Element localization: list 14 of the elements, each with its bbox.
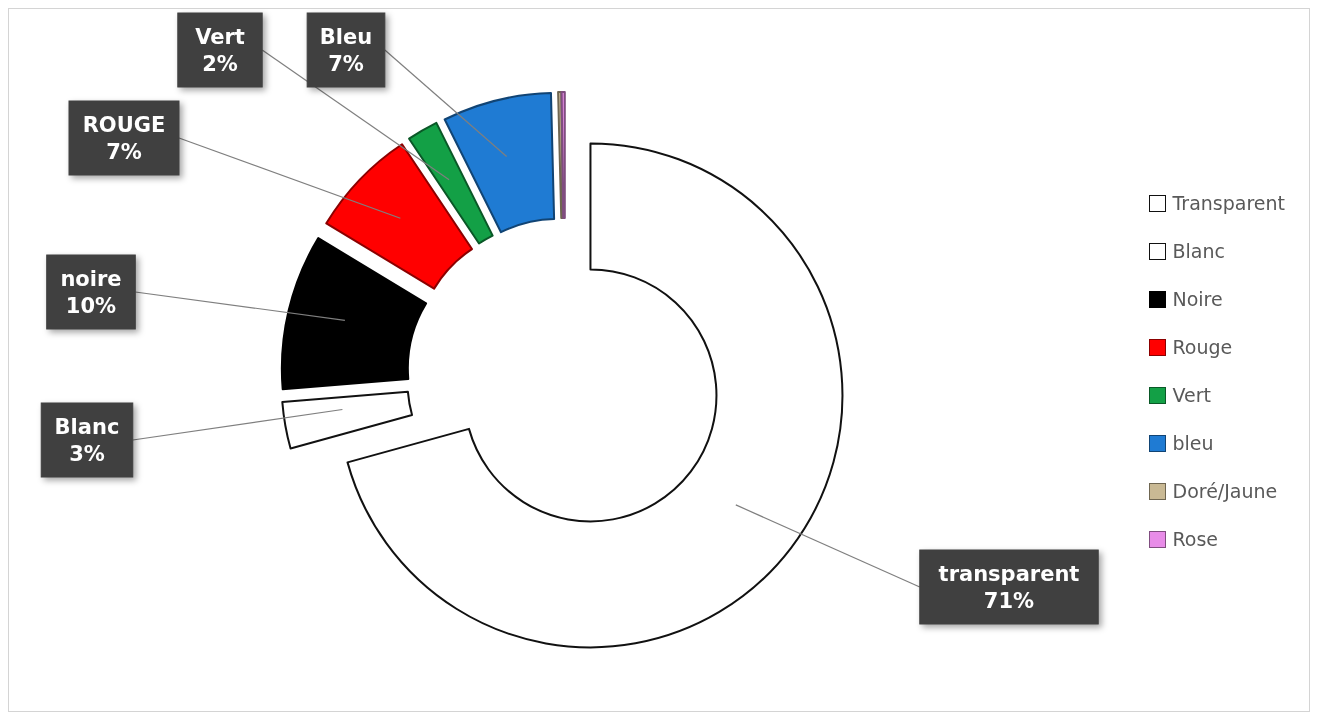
legend-label: Blanc — [1172, 240, 1225, 262]
legend-label: Transparent — [1172, 192, 1285, 214]
legend-label: Doré/Jaune — [1172, 480, 1278, 502]
legend-label: Vert — [1172, 384, 1211, 406]
legend-label: Rose — [1172, 528, 1219, 550]
legend-label: bleu — [1172, 432, 1214, 454]
data-label: transparent 71% — [938, 561, 1080, 613]
legend-label: Rouge — [1172, 336, 1233, 358]
data-label: Vert 2% — [195, 24, 245, 76]
data-label: Bleu 7% — [319, 24, 373, 76]
legend-label: Noire — [1172, 288, 1223, 310]
data-label: noire 10% — [60, 266, 122, 318]
data-label: ROUGE 7% — [82, 112, 166, 164]
data-label: Blanc 3% — [54, 414, 120, 466]
